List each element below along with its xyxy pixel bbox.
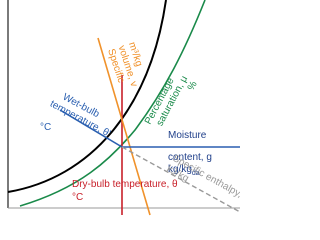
unit-subscript: da (192, 170, 200, 177)
label-line: kg/kgda (168, 164, 200, 177)
unit: kg/kg (168, 164, 192, 175)
specific-volume-line (97, 37, 151, 216)
label-line: Moisture (168, 130, 207, 141)
percentage-saturation-curve (19, 0, 206, 207)
percentage-saturation-label: Percentage saturation, μ % (143, 74, 200, 128)
label-line: content, g (168, 152, 212, 163)
label-line: °C (72, 192, 83, 203)
wet-bulb-label: Wet-bulb temperature, θ' (48, 92, 112, 140)
enthalpy-line (121, 146, 240, 213)
psychrometric-diagram: Dry-bulb temperature, θ °C Wet-bulb temp… (7, 0, 240, 216)
label-line: % (186, 79, 200, 92)
saturation-curve (7, 0, 167, 193)
dry-bulb-label: Dry-bulb temperature, θ °C (72, 179, 178, 203)
moisture-content-label: Moisture content, g kg/kgda (168, 130, 212, 177)
wet-bulb-line (59, 109, 123, 148)
wet-bulb-unit: °C (40, 122, 51, 133)
label-line: Dry-bulb temperature, θ (72, 179, 178, 190)
